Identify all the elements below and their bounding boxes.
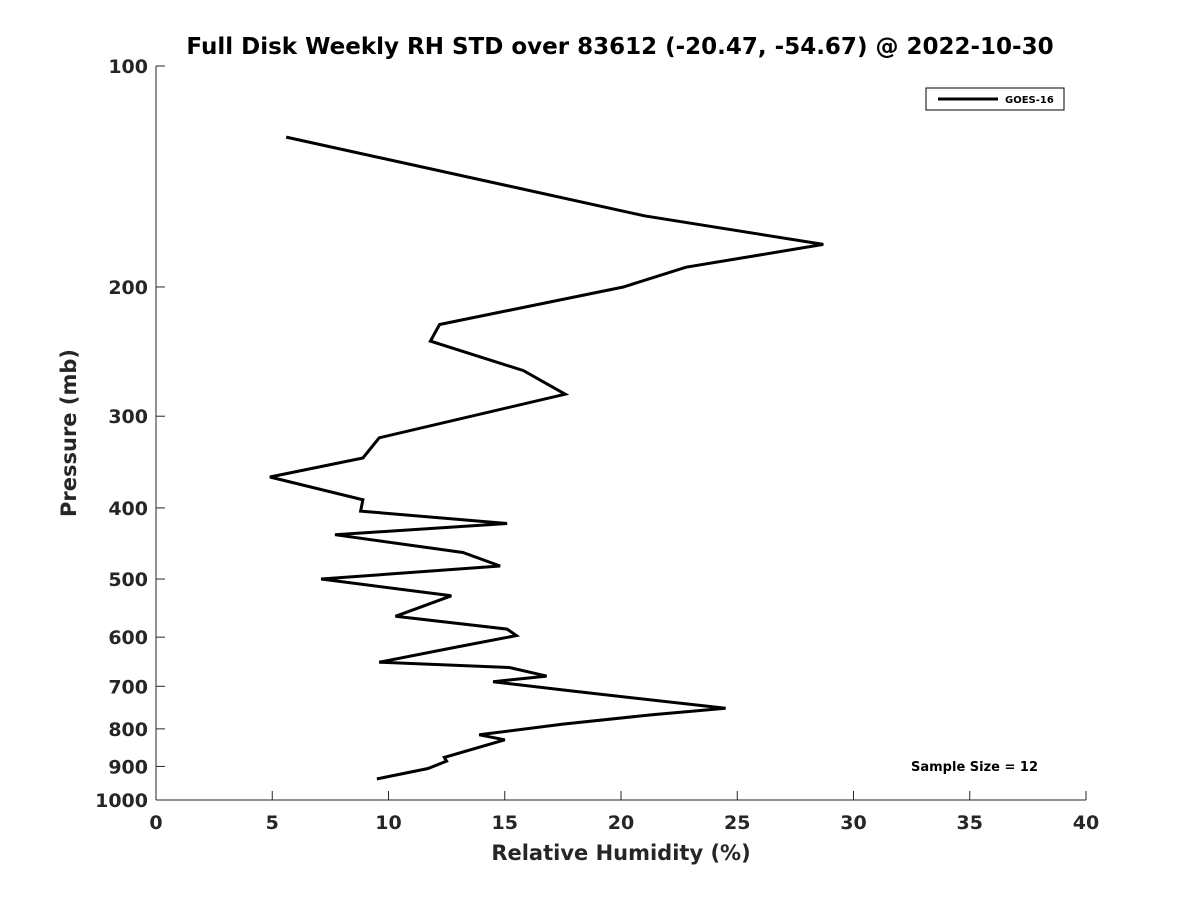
x-tick-label: 35 [957,812,983,834]
legend: GOES-16 [925,87,1065,111]
series-line-goes-16 [269,135,824,781]
y-tick-label: 300 [108,406,148,428]
x-tick-label: 15 [492,812,518,834]
y-tick-label: 700 [108,676,148,698]
x-axis-label: Relative Humidity (%) [491,841,750,865]
y-tick-label: 1000 [95,790,148,812]
x-tick-label: 25 [724,812,750,834]
series-layer [269,135,824,781]
y-axis-label: Pressure (mb) [57,349,81,517]
legend-label-goes-16: GOES-16 [1005,95,1054,106]
y-tick-label: 400 [108,498,148,520]
plot-area [156,66,1086,800]
sample-size-annotation: Sample Size = 12 [911,760,1038,775]
x-tick-label: 10 [375,812,401,834]
x-axis-ticks: 0 5 10 15 20 25 30 35 40 [149,791,1099,834]
x-tick-label: 0 [149,812,162,834]
chart-title: Full Disk Weekly RH STD over 83612 (-20.… [186,34,1053,60]
x-tick-label: 20 [608,812,634,834]
y-tick-label: 100 [108,56,148,78]
y-axis-ticks: 100 200 300 400 500 600 700 800 900 1000 [95,56,165,812]
y-tick-label: 200 [108,277,148,299]
y-tick-label: 900 [108,756,148,778]
y-tick-label: 800 [108,719,148,741]
x-tick-label: 40 [1073,812,1099,834]
y-tick-label: 600 [108,627,148,649]
x-tick-label: 30 [840,812,866,834]
y-tick-label: 500 [108,569,148,591]
x-tick-label: 5 [266,812,279,834]
